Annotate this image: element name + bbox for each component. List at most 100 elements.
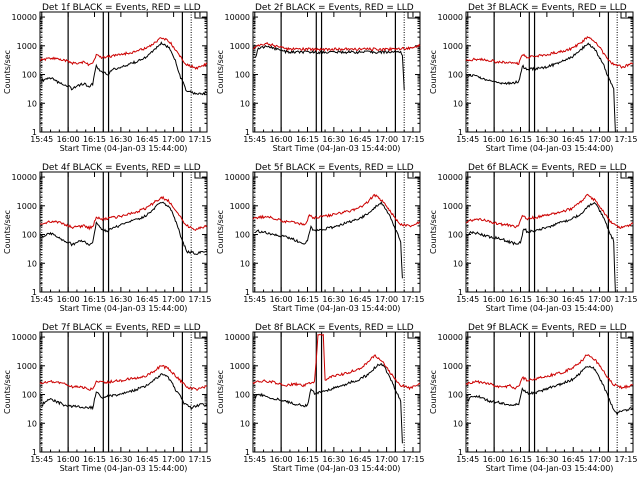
panel-title: Det 2f BLACK = Events, RED = LLD: [255, 3, 414, 13]
x-tick-label: 16:30: [109, 295, 132, 304]
x-tick-label: 16:15: [296, 295, 319, 304]
series-line-events: [254, 363, 403, 444]
y-tick-label: 10000: [438, 13, 463, 22]
corner-marker: [194, 332, 207, 339]
x-tick-label: 17:15: [614, 295, 637, 304]
y-tick-label: 10000: [12, 173, 37, 182]
x-tick-label: 17:00: [162, 135, 185, 144]
x-tick-label: 16:30: [535, 295, 558, 304]
panel-det-9: Det 9f BLACK = Events, RED = LLD Counts/s…: [429, 323, 637, 473]
series-line-lld: [252, 333, 421, 391]
panel-det-2: Det 2f BLACK = Events, RED = LLD Counts/s…: [216, 3, 424, 153]
x-tick-label: 17:15: [188, 295, 211, 304]
x-tick-label: 17:00: [162, 295, 185, 304]
y-axis-label: Counts/sec: [216, 50, 225, 94]
series-line-events: [467, 42, 616, 133]
x-tick-label: 16:00: [57, 455, 80, 464]
panel-title: Det 8f BLACK = Events, RED = LLD: [255, 323, 414, 333]
y-tick-label: 10: [27, 259, 37, 268]
y-axis-label: Counts/sec: [429, 210, 438, 254]
y-tick-label: 10: [453, 259, 463, 268]
corner-marker: [407, 12, 420, 19]
corner-marker: [407, 332, 420, 339]
y-tick-label: 1000: [443, 362, 463, 371]
y-tick-label: 1: [458, 288, 463, 297]
y-tick-label: 1000: [17, 362, 37, 371]
x-tick-label: 16:45: [562, 135, 585, 144]
y-tick-label: 1: [245, 128, 250, 137]
y-tick-label: 1000: [230, 202, 250, 211]
x-tick-label: 16:30: [109, 135, 132, 144]
x-tick-label: 15:45: [456, 295, 479, 304]
x-tick-label: 17:00: [375, 455, 398, 464]
x-tick-label: 17:15: [614, 455, 637, 464]
series-line-lld: [39, 364, 208, 391]
y-tick-label: 10: [240, 99, 250, 108]
plot-frame: [465, 331, 634, 453]
series-line-lld: [252, 41, 421, 52]
series-line-events: [41, 373, 208, 411]
x-tick-label: 15:45: [30, 295, 53, 304]
panel-det-1: Det 1f BLACK = Events, RED = LLD Counts/s…: [3, 3, 211, 153]
x-tick-label: 15:45: [456, 455, 479, 464]
series-line-events: [41, 41, 208, 96]
y-tick-label: 100: [448, 391, 463, 400]
plot-frame: [465, 171, 634, 293]
x-axis-label: Start Time (04-Jan-03 15:44:00): [60, 304, 188, 313]
x-tick-label: 16:45: [349, 295, 372, 304]
series-line-events: [467, 365, 634, 416]
y-tick-label: 10000: [438, 173, 463, 182]
x-tick-label: 16:30: [109, 455, 132, 464]
plot-frame: [465, 11, 634, 133]
x-tick-label: 17:15: [188, 455, 211, 464]
x-tick-label: 15:45: [243, 455, 266, 464]
series-line-lld: [465, 193, 634, 230]
corner-marker: [620, 332, 633, 339]
x-tick-label: 16:15: [296, 455, 319, 464]
x-tick-label: 16:00: [270, 135, 293, 144]
x-tick-label: 16:45: [349, 135, 372, 144]
y-tick-label: 100: [235, 71, 250, 80]
plot-frame: [252, 171, 421, 293]
y-axis-label: Counts/sec: [216, 210, 225, 254]
x-tick-label: 17:00: [162, 455, 185, 464]
x-tick-label: 16:00: [483, 455, 506, 464]
x-tick-label: 16:15: [509, 135, 532, 144]
x-axis-label: Start Time (04-Jan-03 15:44:00): [486, 144, 614, 153]
y-axis-label: Counts/sec: [429, 370, 438, 414]
x-tick-label: 16:00: [270, 295, 293, 304]
y-tick-label: 10: [240, 419, 250, 428]
y-tick-label: 1: [458, 128, 463, 137]
series-line-events: [467, 201, 616, 293]
x-tick-label: 16:45: [136, 295, 159, 304]
series-line-lld: [252, 193, 421, 228]
series-line-events: [41, 201, 208, 255]
panel-det-7: Det 7f BLACK = Events, RED = LLD Counts/s…: [3, 323, 211, 473]
y-tick-label: 10: [453, 419, 463, 428]
x-tick-label: 16:45: [136, 455, 159, 464]
y-tick-label: 10: [27, 99, 37, 108]
x-tick-label: 17:00: [588, 135, 611, 144]
panel-det-6: Det 6f BLACK = Events, RED = LLD Counts/s…: [429, 163, 637, 313]
x-tick-label: 17:15: [401, 455, 424, 464]
x-axis-label: Start Time (04-Jan-03 15:44:00): [486, 464, 614, 473]
y-tick-label: 100: [22, 391, 37, 400]
corner-marker: [620, 12, 633, 19]
corner-marker: [194, 12, 207, 19]
y-tick-label: 10: [240, 259, 250, 268]
corner-marker: [407, 172, 420, 179]
plot-frame: [39, 171, 208, 293]
y-tick-label: 10000: [225, 13, 250, 22]
y-tick-label: 1: [245, 448, 250, 457]
x-tick-label: 15:45: [30, 135, 53, 144]
x-tick-label: 16:30: [535, 135, 558, 144]
plot-frame: [252, 11, 421, 133]
panel-det-5: Det 5f BLACK = Events, RED = LLD Counts/s…: [216, 163, 424, 313]
y-tick-label: 1000: [17, 42, 37, 51]
x-tick-label: 15:45: [243, 135, 266, 144]
y-tick-label: 1: [32, 448, 37, 457]
x-tick-label: 16:15: [509, 455, 532, 464]
plot-frame: [252, 331, 421, 453]
x-tick-label: 17:15: [188, 135, 211, 144]
x-tick-label: 17:00: [375, 295, 398, 304]
